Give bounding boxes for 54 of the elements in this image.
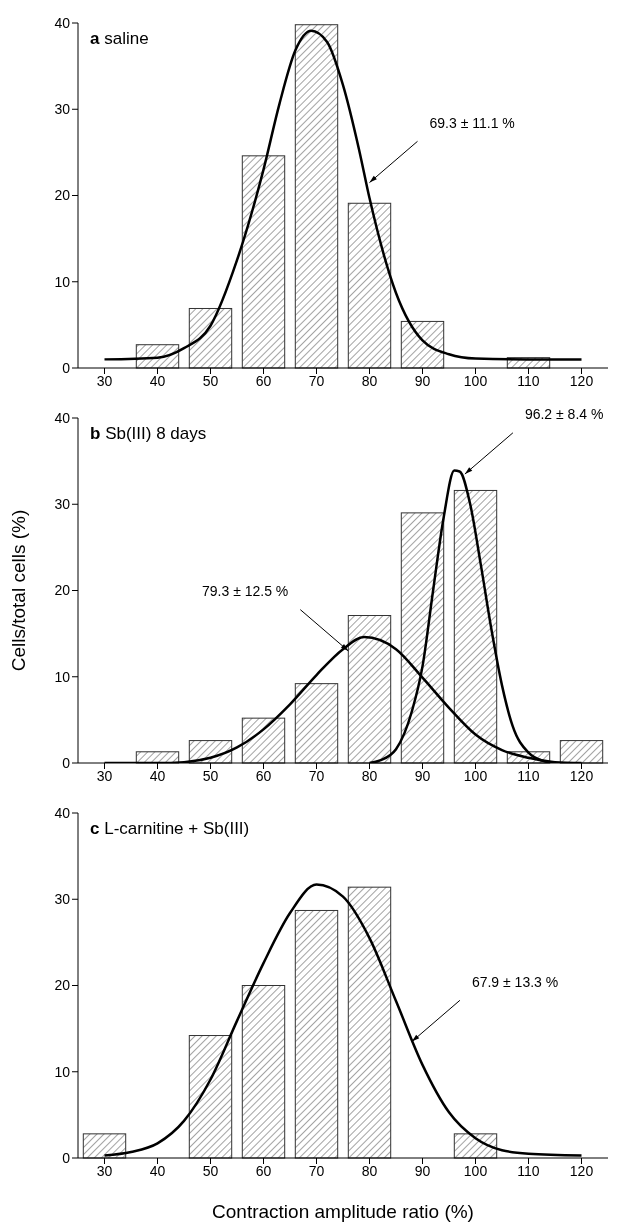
x-tick-label: 100 [463, 1162, 488, 1179]
x-tick-label: 70 [308, 1162, 325, 1179]
x-tick-label: 50 [202, 1162, 219, 1179]
y-tick-label: 20 [54, 582, 71, 599]
y-tick-label: 10 [54, 1063, 71, 1080]
x-tick-label: 60 [255, 1162, 272, 1179]
x-tick-label: 90 [414, 767, 431, 784]
x-tick-label: 100 [463, 767, 488, 784]
y-tick-label: 40 [54, 409, 71, 426]
x-tick-label: 80 [361, 767, 378, 784]
annotation: 79.3 ± 12.5 % [202, 582, 289, 599]
annotation: 96.2 ± 8.4 % [524, 406, 604, 423]
y-axis-title: Cells/total cells (%) [7, 509, 29, 672]
y-tick-label: 40 [54, 14, 71, 31]
y-tick-label: 10 [54, 273, 71, 290]
x-tick-label: 50 [202, 767, 219, 784]
y-tick-label: 10 [54, 668, 71, 685]
x-tick-label: 70 [308, 767, 325, 784]
x-tick-label: 40 [149, 767, 166, 784]
x-tick-label: 30 [96, 1162, 113, 1179]
y-tick-label: 30 [54, 891, 71, 908]
y-tick-label: 0 [62, 1149, 71, 1166]
x-tick-label: 120 [569, 767, 594, 784]
chart-title: c L-carnitine + Sb(III) [90, 819, 250, 839]
x-tick-label: 110 [517, 767, 540, 784]
x-tick-label: 30 [96, 767, 113, 784]
annotation: 67.9 ± 13.3 % [471, 973, 559, 990]
chart-title: a saline [90, 29, 149, 49]
x-tick-label: 110 [517, 1162, 540, 1179]
annotation: 69.3 ± 11.1 % [429, 114, 515, 131]
x-axis-title: Contraction amplitude ratio (%) [212, 1201, 474, 1222]
y-tick-label: 20 [54, 977, 71, 994]
x-tick-label: 100 [463, 372, 488, 389]
x-tick-label: 90 [414, 1162, 431, 1179]
x-tick-label: 90 [414, 372, 431, 389]
x-tick-label: 80 [361, 372, 378, 389]
x-tick-label: 40 [149, 1162, 166, 1179]
x-tick-label: 60 [255, 372, 272, 389]
x-tick-label: 40 [149, 372, 166, 389]
x-tick-label: 80 [361, 1162, 378, 1179]
x-tick-label: 120 [569, 1162, 594, 1179]
x-tick-label: 70 [308, 372, 325, 389]
x-tick-label: 120 [569, 372, 594, 389]
y-tick-label: 0 [62, 754, 71, 771]
y-tick-label: 20 [54, 187, 71, 204]
x-tick-label: 50 [202, 372, 219, 389]
y-tick-label: 30 [54, 496, 71, 513]
y-tick-label: 40 [54, 804, 71, 821]
y-tick-label: 0 [62, 359, 71, 376]
x-tick-label: 30 [96, 372, 113, 389]
x-tick-label: 110 [517, 372, 540, 389]
y-tick-label: 30 [54, 101, 71, 118]
x-tick-label: 60 [255, 767, 272, 784]
chart-title: b Sb(III) 8 days [90, 424, 207, 444]
